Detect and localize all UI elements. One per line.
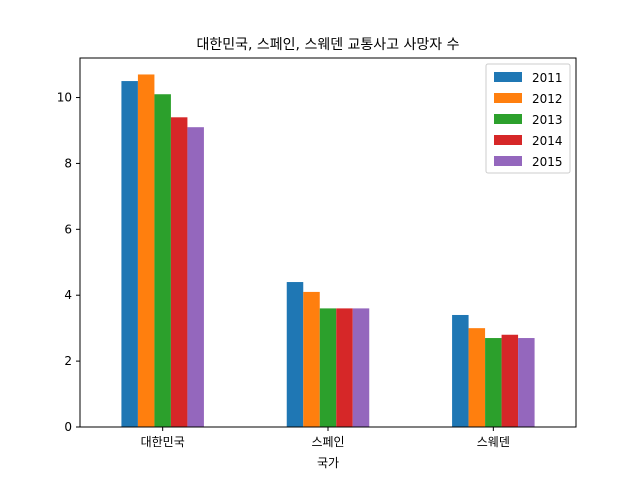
bar-2015-스페인 [352, 308, 370, 427]
x-tick-label: 스페인 [311, 435, 344, 449]
legend-label-2012: 2012 [532, 92, 563, 106]
legend-label-2015: 2015 [532, 155, 563, 169]
chart-title: 대한민국, 스페인, 스웨덴 교통사고 사망자 수 [197, 37, 460, 53]
bar-2015-스웨덴 [518, 338, 535, 427]
bars-group [121, 74, 535, 428]
legend-label-2013: 2013 [532, 113, 563, 127]
bar-2013-스웨덴 [485, 338, 502, 427]
y-tick-label: 4 [64, 288, 72, 302]
legend-label-2014: 2014 [532, 134, 563, 148]
y-tick-label: 2 [64, 354, 72, 368]
bar-2013-스페인 [319, 308, 337, 427]
bar-2013-대한민국 [154, 94, 171, 428]
legend: 2011 2012 2013 2014 2015 [485, 63, 571, 174]
bar-2012-스웨덴 [468, 328, 486, 427]
x-axis: 대한민국 스페인 스웨덴 [141, 427, 510, 449]
x-tick-label: 스웨덴 [477, 435, 510, 449]
legend-label-2011: 2011 [532, 71, 563, 85]
bar-2011-스페인 [286, 282, 304, 427]
bar-2012-대한민국 [137, 74, 155, 427]
legend-box [485, 63, 571, 174]
x-tick-label: 대한민국 [141, 435, 185, 449]
legend-swatch-2011 [494, 72, 522, 82]
bar-2014-스페인 [336, 308, 353, 427]
bar-2015-대한민국 [187, 127, 204, 427]
bar-2014-대한민국 [170, 117, 188, 428]
x-axis-title: 국가 [317, 456, 339, 470]
bar-2011-대한민국 [121, 81, 138, 427]
legend-swatch-2013 [494, 114, 522, 124]
y-tick-label: 0 [64, 420, 72, 434]
legend-swatch-2014 [494, 135, 522, 145]
bar-2012-스페인 [303, 291, 320, 427]
bar-2011-스웨덴 [452, 314, 469, 427]
y-axis: 0 2 4 6 8 10 [57, 91, 80, 434]
y-tick-label: 10 [57, 91, 72, 105]
bar-2014-스웨덴 [501, 334, 519, 427]
y-tick-label: 8 [64, 156, 72, 170]
legend-swatch-2012 [494, 93, 522, 103]
plot-frame [79, 57, 577, 428]
legend-swatch-2015 [494, 156, 522, 166]
y-tick-label: 6 [64, 222, 72, 236]
